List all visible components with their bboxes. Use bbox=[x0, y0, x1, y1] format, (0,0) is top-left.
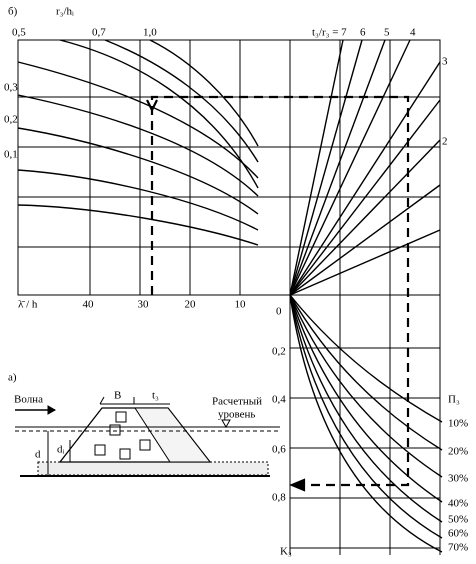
porosity-label: 50% bbox=[448, 514, 468, 526]
left-tick: 0,1 bbox=[4, 149, 18, 161]
curves bbox=[17, 39, 443, 553]
x-tick: 10 bbox=[235, 299, 247, 311]
key-path bbox=[146, 95, 410, 492]
left-tick: 0,3 bbox=[4, 82, 18, 94]
k-axis-label: K₃ bbox=[280, 546, 292, 558]
fan-label: 6 bbox=[360, 27, 366, 39]
x-tick: 30 bbox=[138, 299, 150, 311]
top-tick: 0,7 bbox=[92, 27, 106, 39]
thickness-label: t₃ bbox=[152, 390, 159, 402]
level-label: Расчетный bbox=[212, 396, 262, 408]
fan-side-label: 3 bbox=[442, 56, 448, 68]
depth-i-label: dᵢ bbox=[57, 444, 65, 456]
k-origin: 0 bbox=[276, 306, 282, 318]
x-axis-label: λ̄ / h bbox=[18, 299, 38, 311]
fan-label: 4 bbox=[410, 27, 416, 39]
porosity-title: П₃ bbox=[448, 394, 460, 406]
inset-panel-label: а) bbox=[8, 372, 17, 384]
porosity-label: 70% bbox=[448, 542, 468, 554]
fan-title: t₃/r₃ = 7 bbox=[312, 27, 347, 39]
wave-label: Волна bbox=[14, 394, 43, 406]
porosity-label: 60% bbox=[448, 528, 468, 540]
width-label: B bbox=[114, 390, 121, 402]
k-tick: 0,4 bbox=[272, 394, 286, 406]
porosity-label: 40% bbox=[448, 498, 468, 510]
left-tick: 0,2 bbox=[4, 114, 18, 126]
x-tick: 20 bbox=[185, 299, 197, 311]
y-axis-label: r₃/hᵢ bbox=[56, 6, 74, 18]
k-tick: 0,6 bbox=[272, 444, 286, 456]
fan-label: 5 bbox=[384, 27, 390, 39]
grid bbox=[17, 39, 441, 555]
k-tick: 0,2 bbox=[272, 346, 286, 358]
panel-label: б) bbox=[8, 6, 18, 18]
k-tick: 0,8 bbox=[272, 492, 286, 504]
porosity-label: 20% bbox=[448, 446, 468, 458]
level-label: уровень bbox=[218, 409, 255, 421]
porosity-label: 10% bbox=[448, 418, 468, 430]
depth-label: d bbox=[35, 449, 41, 461]
breakwater-sketch bbox=[15, 396, 280, 477]
porosity-label: 30% bbox=[448, 473, 468, 485]
fan-side-label: 2 bbox=[442, 136, 448, 148]
top-tick: 0,5 bbox=[12, 27, 26, 39]
x-tick: 40 bbox=[83, 299, 95, 311]
top-tick: 1,0 bbox=[143, 27, 157, 39]
